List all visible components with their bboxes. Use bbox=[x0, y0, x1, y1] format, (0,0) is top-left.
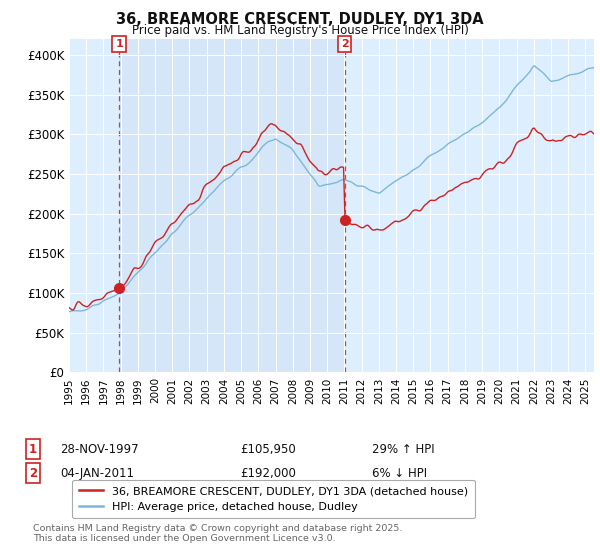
Text: 28-NOV-1997: 28-NOV-1997 bbox=[60, 442, 139, 456]
Text: 04-JAN-2011: 04-JAN-2011 bbox=[60, 466, 134, 480]
Text: £192,000: £192,000 bbox=[240, 466, 296, 480]
Text: Contains HM Land Registry data © Crown copyright and database right 2025.
This d: Contains HM Land Registry data © Crown c… bbox=[33, 524, 403, 543]
Text: 29% ↑ HPI: 29% ↑ HPI bbox=[372, 442, 434, 456]
Text: £105,950: £105,950 bbox=[240, 442, 296, 456]
Text: 2: 2 bbox=[29, 466, 37, 480]
Text: 1: 1 bbox=[29, 442, 37, 456]
Text: 36, BREAMORE CRESCENT, DUDLEY, DY1 3DA: 36, BREAMORE CRESCENT, DUDLEY, DY1 3DA bbox=[116, 12, 484, 27]
Bar bbox=[119, 39, 344, 372]
Text: Price paid vs. HM Land Registry's House Price Index (HPI): Price paid vs. HM Land Registry's House … bbox=[131, 24, 469, 36]
Legend: 36, BREAMORE CRESCENT, DUDLEY, DY1 3DA (detached house), HPI: Average price, det: 36, BREAMORE CRESCENT, DUDLEY, DY1 3DA (… bbox=[72, 479, 475, 519]
Text: 1: 1 bbox=[115, 39, 123, 49]
Text: 6% ↓ HPI: 6% ↓ HPI bbox=[372, 466, 427, 480]
Text: 2: 2 bbox=[341, 39, 349, 49]
